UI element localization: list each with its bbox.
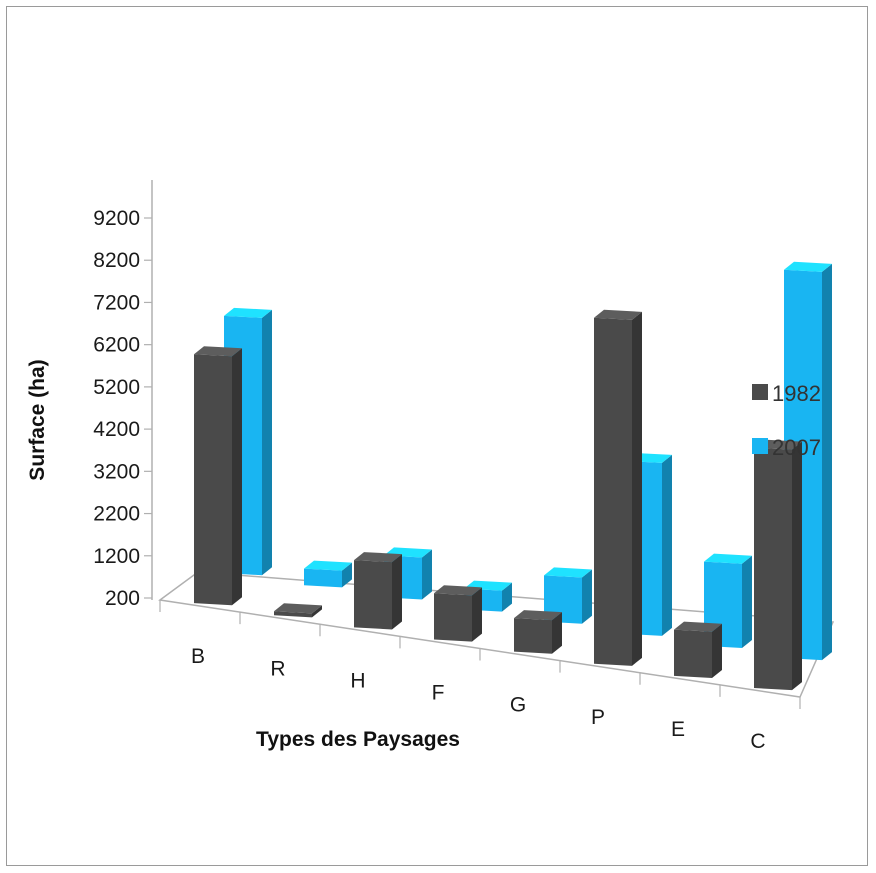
bar-front-face [544, 575, 582, 624]
bar-1982-G [514, 610, 562, 654]
x-tick-label: F [432, 682, 445, 705]
chart-frame [6, 6, 868, 866]
bar-top-face [274, 603, 322, 614]
y-tick-label: 2200 [93, 503, 140, 526]
bar-side-face [422, 549, 432, 600]
legend: 1982 2007 [752, 381, 821, 460]
floor-plane [158, 571, 835, 698]
bar-front-face [354, 560, 392, 630]
bar-side-face [392, 554, 402, 630]
bar-1982-F [434, 585, 482, 642]
bar-front-face [434, 593, 472, 642]
chart-floor [158, 571, 835, 709]
y-tick-label: 4200 [93, 418, 140, 441]
legend-swatch-2007 [752, 438, 768, 454]
bar-1982-R [274, 603, 322, 618]
bar-front-face [674, 629, 712, 678]
bar-1982-H [354, 552, 402, 630]
bar-2007-G [544, 567, 592, 624]
bar-side-face [262, 309, 272, 576]
bar-side-face [632, 311, 642, 666]
bar-side-face [232, 348, 242, 606]
bar-side-face [792, 441, 802, 691]
y-tick-label: 1200 [93, 545, 140, 568]
bar-top-face [194, 346, 242, 357]
bar-top-face [594, 309, 642, 320]
legend-label-1982: 1982 [772, 381, 821, 406]
y-axis: 200 1200 2200 3200 4200 5200 6200 7200 8200 9200 [93, 180, 153, 610]
bar-top-face [434, 585, 482, 596]
bar-front-face [594, 317, 632, 666]
bar-top-face [224, 307, 272, 318]
x-axis-title: Types des Paysages [256, 728, 460, 751]
bar-1982-C [754, 439, 802, 691]
bar-side-face [712, 623, 722, 678]
y-tick-label: 7200 [93, 291, 140, 314]
y-tick-label: 200 [105, 587, 140, 610]
series-2007-bars [224, 261, 832, 661]
bar-side-face [552, 612, 562, 654]
bar-front-face [514, 618, 552, 654]
bar-side-face [342, 562, 352, 588]
y-tick-label: 8200 [93, 249, 140, 272]
x-tick-label: G [510, 694, 526, 717]
legend-swatch-1982 [752, 384, 768, 400]
x-tick-label: B [191, 645, 205, 668]
series-1982-bars [194, 309, 802, 691]
bar-top-face [704, 553, 752, 564]
x-tick-label: R [270, 657, 285, 680]
bar-top-face [544, 567, 592, 578]
bar-1982-E [674, 621, 722, 678]
bar-top-face [674, 621, 722, 632]
bar-side-face [502, 582, 512, 612]
x-axis-categories: B R H F G P E C [191, 645, 766, 753]
legend-label-2007: 2007 [772, 435, 821, 460]
bar-front-face [194, 354, 232, 606]
bar-side-face [312, 605, 322, 618]
x-tick-label: C [750, 730, 765, 753]
x-tick-label: H [350, 669, 365, 692]
y-tick-label: 3200 [93, 460, 140, 483]
bar-front-face [304, 568, 342, 588]
x-tick-label: E [671, 718, 685, 741]
y-tick-label: 5200 [93, 376, 140, 399]
x-tick-label: P [591, 706, 605, 729]
bar-front-face [754, 447, 792, 691]
bar-side-face [742, 555, 752, 648]
bar-front-face [274, 611, 312, 618]
bar-top-face [304, 560, 352, 571]
bar-side-face [582, 569, 592, 624]
bar-side-face [472, 587, 482, 642]
y-tick-label: 9200 [93, 207, 140, 230]
bar-top-face [784, 261, 832, 272]
bar-1982-P [594, 309, 642, 666]
bar-1982-B [194, 346, 242, 606]
bar-top-face [514, 610, 562, 621]
bar-2007-R [304, 560, 352, 588]
y-tick-label: 6200 [93, 334, 140, 357]
bar-side-face [662, 454, 672, 636]
bar-side-face [822, 263, 832, 661]
y-axis-title: Surface (ha) [26, 359, 49, 480]
bar-top-face [354, 552, 402, 563]
